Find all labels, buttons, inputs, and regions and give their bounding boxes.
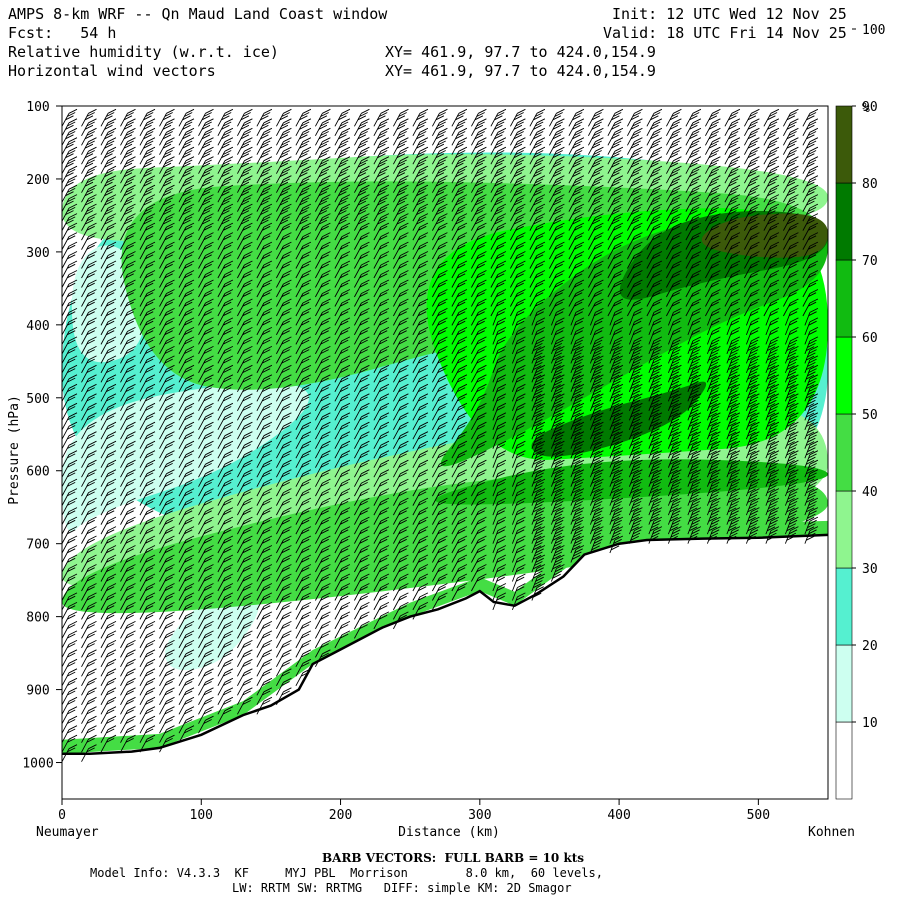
- wind-barb-column: [315, 108, 331, 668]
- model-info-line-2: LW: RRTM SW: RRTMG DIFF: simple KM: 2D S…: [232, 881, 572, 895]
- wind-barb-column: [217, 108, 234, 724]
- right-endpoint-label: Kohnen: [808, 825, 855, 840]
- wind-barb-column: [490, 108, 507, 611]
- wind-barb-column: [607, 108, 624, 554]
- y-tick-label: 200: [26, 173, 49, 188]
- wind-barb-column: [62, 108, 78, 762]
- wind-barb-column: [763, 108, 780, 544]
- colorbar-swatch-0: [835, 721, 853, 800]
- wind-barb-column: [549, 108, 565, 582]
- valid-time: Valid: 18 UTC Fri 14 Nov 25: [603, 24, 847, 42]
- colorbar-tick-label: 70: [862, 254, 878, 269]
- rh-region-30: [165, 590, 259, 671]
- colorbar-tick-label: 40: [862, 485, 878, 500]
- surface-rh-band: [62, 520, 828, 754]
- wind-barb-column: [276, 108, 292, 706]
- colorbar-swatch-60: [835, 413, 853, 492]
- wind-barb-column: [568, 108, 585, 563]
- wind-barb-column: [178, 108, 195, 743]
- wind-barb-column: [432, 108, 448, 611]
- y-tick-label: 800: [26, 611, 49, 626]
- y-tick-label: 100: [26, 100, 49, 115]
- x-tick-label: 500: [747, 808, 770, 823]
- forecast-hour: Fcst: 54 h: [8, 24, 117, 42]
- colorbar-swatch-50: [835, 490, 853, 569]
- colorbar-unit: %: [862, 101, 870, 116]
- wind-barb-column: [510, 108, 526, 611]
- field-label-wind: Horizontal wind vectors: [8, 62, 216, 80]
- y-tick-label: 400: [26, 319, 49, 334]
- wind-barb-column: [139, 108, 156, 753]
- x-tick-label: 300: [468, 808, 491, 823]
- colorbar-swatch-30: [835, 644, 853, 723]
- wind-barb-column: [783, 108, 799, 544]
- colorbar-tick-label: 10: [862, 716, 878, 731]
- wind-barb-column: [588, 108, 604, 554]
- colorbar-tick-label: 50: [862, 408, 878, 423]
- wind-barb-column: [100, 108, 117, 753]
- wind-barb-column: [802, 108, 819, 544]
- wind-barb-column: [393, 108, 409, 630]
- colorbar-swatch-100: [835, 105, 853, 184]
- cross-section-xy-1: XY= 461.9, 97.7 to 424.0,154.9: [385, 43, 656, 61]
- y-tick-label: 300: [26, 246, 49, 261]
- wind-barb-column: [744, 108, 760, 544]
- wind-barb-column: [666, 108, 682, 544]
- wind-barb-column: [295, 108, 312, 687]
- field-label-rh: Relative humidity (w.r.t. ice): [8, 43, 279, 61]
- wind-barb-column: [159, 108, 175, 753]
- wind-barb-column: [412, 108, 429, 620]
- colorbar-tick-label: 90: [862, 100, 878, 115]
- left-endpoint-label: Neumayer: [36, 825, 99, 840]
- terrain-surface-line: [62, 533, 828, 756]
- colorbar-tick-label: 20: [862, 639, 878, 654]
- wind-barb-column: [198, 108, 214, 734]
- barb-vector-note: BARB VECTORS: FULL BARB = 10 kts: [322, 851, 585, 865]
- colorbar-swatch-90: [835, 182, 853, 261]
- wind-barb-column: [120, 108, 136, 753]
- colorbar-tick-label: 80: [862, 177, 878, 192]
- y-tick-label: 700: [26, 538, 49, 553]
- colorbar-tick-label: 100: [862, 23, 885, 38]
- cross-section-xy-2: XY= 461.9, 97.7 to 424.0,154.9: [385, 62, 656, 80]
- wind-barb-column: [724, 108, 741, 544]
- wind-barb-column: [685, 108, 702, 544]
- x-tick-label: 100: [190, 808, 213, 823]
- x-axis-label: Distance (km): [398, 825, 500, 840]
- colorbar-swatch-80: [835, 259, 853, 338]
- wind-barb-column: [256, 108, 273, 715]
- wind-barb-column: [646, 108, 663, 544]
- wind-barb-column: [451, 108, 468, 601]
- wind-barb-column: [373, 108, 390, 630]
- colorbar-swatch-40: [835, 567, 853, 646]
- wind-barb-column: [529, 108, 546, 601]
- plot-frame: [61, 105, 829, 800]
- x-tick-label: 200: [329, 808, 352, 823]
- y-axis-label: Pressure (hPa): [7, 395, 22, 505]
- colorbar-swatch-70: [835, 336, 853, 415]
- wind-barb-column: [334, 108, 351, 649]
- terrain: [62, 534, 828, 799]
- x-tick-label: 400: [607, 808, 630, 823]
- colorbar-tick-label: 30: [862, 562, 878, 577]
- chart-title: AMPS 8-km WRF -- Qn Maud Land Coast wind…: [8, 5, 388, 23]
- wind-barb-column: [354, 108, 370, 639]
- wind-barb-column: [471, 108, 487, 592]
- y-tick-label: 500: [26, 392, 49, 407]
- model-info-line-1: Model Info: V4.3.3 KF MYJ PBL Morrison 8…: [90, 866, 603, 880]
- init-time: Init: 12 UTC Wed 12 Nov 25: [612, 5, 847, 23]
- wind-barb-column: [237, 108, 253, 715]
- wind-barb-column: [705, 108, 721, 544]
- y-tick-label: 1000: [22, 757, 53, 772]
- wind-barb-column: [81, 108, 97, 762]
- colorbar-tick-label: 60: [862, 331, 878, 346]
- wind-barb-column: [627, 108, 643, 544]
- x-tick-label: 0: [58, 808, 66, 823]
- y-tick-label: 600: [26, 465, 49, 480]
- y-tick-label: 900: [26, 684, 49, 699]
